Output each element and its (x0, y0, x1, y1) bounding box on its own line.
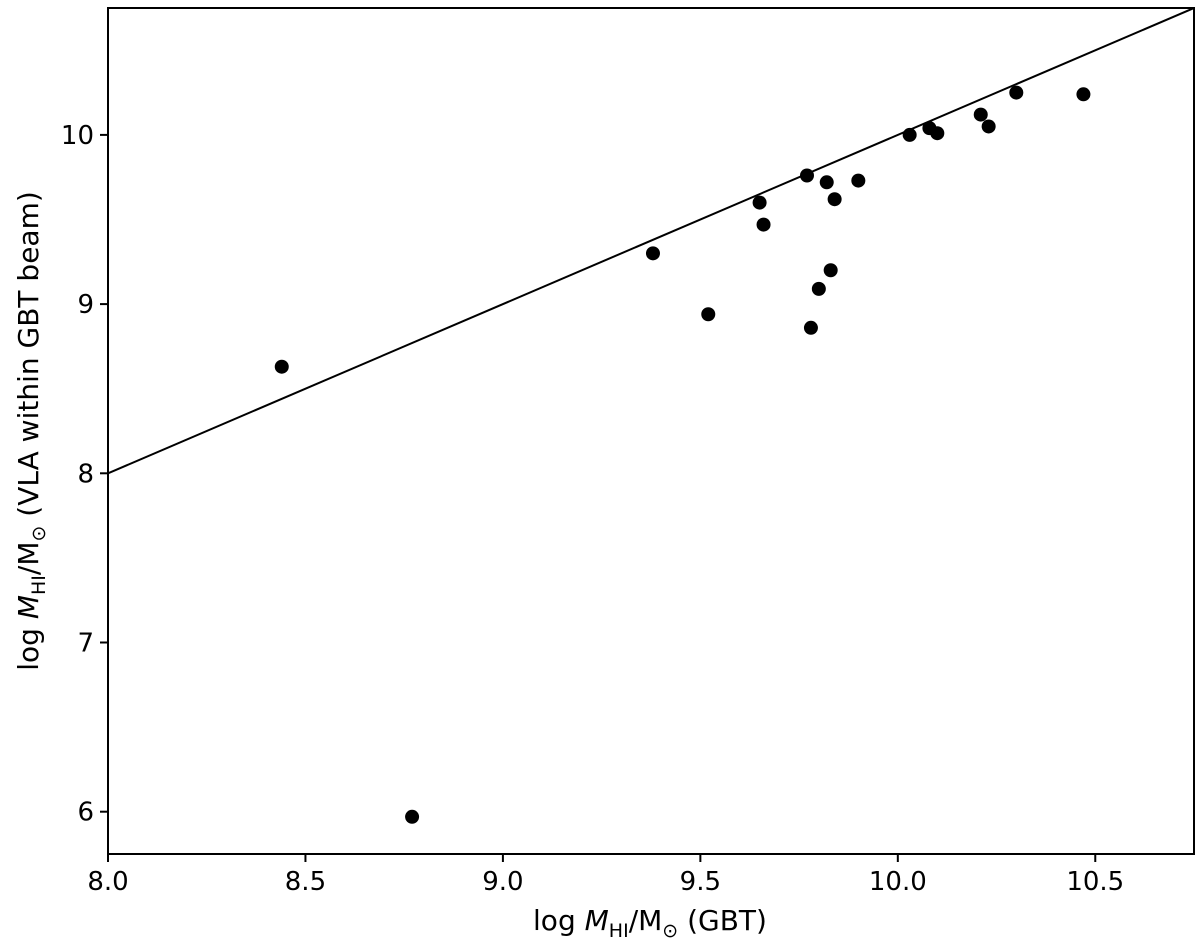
data-point (274, 359, 289, 374)
data-points-layer (274, 85, 1091, 824)
y-tick-label: 6 (77, 798, 94, 828)
x-tick-label: 8.0 (87, 867, 128, 897)
plot-frame (107, 7, 1195, 855)
data-point (405, 809, 420, 824)
x-axis-label: log MHI/M⊙ (GBT) (533, 904, 767, 942)
data-point (823, 263, 838, 278)
data-point (752, 195, 767, 210)
data-point (930, 126, 945, 141)
data-point (851, 173, 866, 188)
one-to-one-line (108, 8, 1194, 475)
y-tick-label: 8 (77, 459, 94, 489)
y-axis: 6 7 8 9 10 (61, 121, 108, 828)
data-point (973, 107, 988, 122)
x-tick-label: 10.0 (869, 867, 927, 897)
x-tick-label: 9.5 (680, 867, 721, 897)
y-axis-label: log MHI/M⊙ (VLA within GBT beam) (12, 191, 50, 671)
data-point (902, 127, 917, 142)
reference-line-layer (108, 8, 1194, 475)
y-tick-label: 7 (77, 629, 94, 659)
x-tick-label: 10.5 (1066, 867, 1124, 897)
data-point (811, 281, 826, 296)
y-tick-label: 9 (77, 290, 94, 320)
data-point (827, 192, 842, 207)
x-tick-label: 9.0 (482, 867, 523, 897)
data-point (803, 320, 818, 335)
data-point (645, 246, 660, 261)
x-axis: 8.0 8.5 9.0 9.5 10.0 10.5 (87, 854, 1124, 897)
data-point (819, 175, 834, 190)
x-tick-label: 8.5 (285, 867, 326, 897)
data-point (1009, 85, 1024, 100)
data-point (1076, 87, 1091, 102)
data-point (756, 217, 771, 232)
data-point (799, 168, 814, 183)
y-tick-label: 10 (61, 121, 94, 151)
data-point (701, 307, 716, 322)
data-point (981, 119, 996, 134)
